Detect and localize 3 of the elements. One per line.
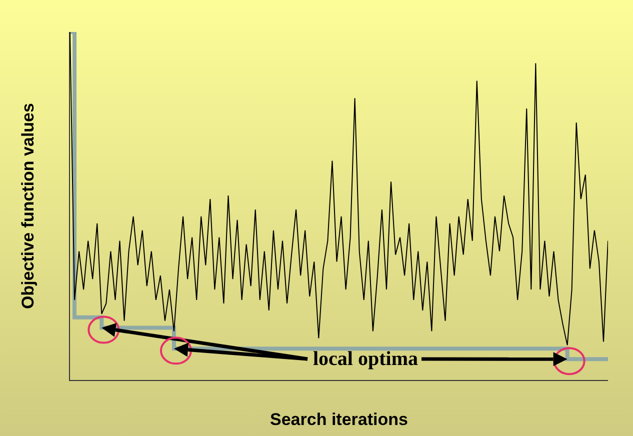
y-axis-title: Objective function values <box>18 103 38 309</box>
x-axis-title: Search iterations <box>270 410 408 429</box>
annotation: local optima <box>313 348 418 370</box>
